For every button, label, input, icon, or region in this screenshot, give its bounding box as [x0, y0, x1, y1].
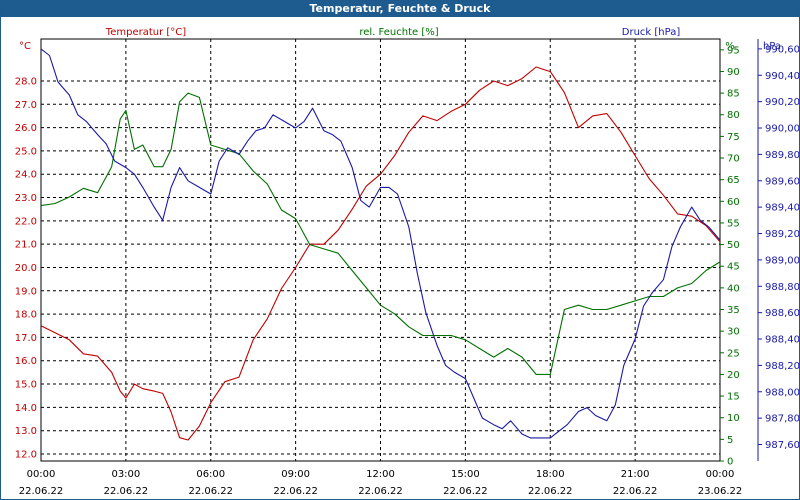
- pressure-tick-label: 988,00: [765, 387, 799, 398]
- x-tick-label-date: 22.06.22: [613, 486, 658, 497]
- pressure-tick-label: 990,00: [765, 124, 799, 135]
- temperature-series-label: Temperatur [°C]: [105, 27, 186, 38]
- x-tick-label-date: 22.06.22: [358, 486, 403, 497]
- x-tick-label-time: 06:00: [196, 469, 225, 480]
- pressure-tick-label: 987,60: [765, 440, 799, 451]
- temperature-tick-label: 16.0: [15, 356, 37, 367]
- humidity-series-line: [40, 92, 721, 375]
- humidity-tick-label: 10: [727, 413, 740, 424]
- humidity-tick-label: 50: [727, 240, 740, 251]
- temperature-tick-label: 19.0: [15, 286, 37, 297]
- humidity-tick-label: 80: [727, 110, 740, 121]
- pressure-tick-label: 987,80: [765, 414, 799, 425]
- humidity-series-label: rel. Feuchte [%]: [359, 27, 438, 38]
- temperature-tick-label: 22.0: [15, 216, 37, 227]
- x-tick-label-time: 18:00: [536, 469, 565, 480]
- humidity-tick-label: 65: [727, 175, 740, 186]
- temperature-tick-label: 21.0: [15, 240, 37, 251]
- humidity-tick-label: 30: [727, 327, 740, 338]
- x-tick-label-time: 09:00: [281, 469, 310, 480]
- temperature-tick-label: 18.0: [15, 310, 37, 321]
- x-tick-label-time: 21:00: [621, 469, 650, 480]
- x-tick-label-time: 00:00: [706, 469, 735, 480]
- temperature-tick-label: 26.0: [15, 123, 37, 134]
- pressure-tick-label: 989,60: [765, 176, 799, 187]
- chart-title: Temperatur, Feuchte & Druck: [1, 1, 799, 17]
- temperature-tick-label: 24.0: [15, 170, 37, 181]
- pressure-unit-label: hPa: [763, 41, 781, 52]
- humidity-tick-label: 90: [727, 67, 740, 78]
- temperature-tick-label: 20.0: [15, 263, 37, 274]
- humidity-tick-label: 95: [727, 45, 740, 56]
- pressure-tick-label: 988,60: [765, 308, 799, 319]
- temperature-tick-label: 17.0: [15, 333, 37, 344]
- humidity-tick-label: 15: [727, 392, 740, 403]
- humidity-tick-label: 5: [727, 435, 733, 446]
- humidity-tick-label: 45: [727, 262, 740, 273]
- x-tick-label-date: 22.06.22: [104, 486, 149, 497]
- humidity-tick-label: 0: [727, 457, 733, 468]
- pressure-tick-label: 988,20: [765, 361, 799, 372]
- pressure-tick-label: 989,80: [765, 150, 799, 161]
- pressure-series-line: [40, 48, 721, 439]
- pressure-tick-label: 989,20: [765, 229, 799, 240]
- pressure-tick-label: 990,60: [765, 44, 799, 55]
- temperature-tick-label: 14.0: [15, 403, 37, 414]
- pressure-tick-label: 989,40: [765, 203, 799, 214]
- x-tick-label-date: 22.06.22: [273, 486, 318, 497]
- pressure-tick-label: 990,40: [765, 71, 799, 82]
- humidity-unit-label: %: [725, 41, 735, 52]
- temperature-tick-label: 23.0: [15, 193, 37, 204]
- pressure-series-label: Druck [hPa]: [622, 27, 681, 38]
- temperature-tick-label: 28.0: [15, 76, 37, 87]
- x-tick-label-date: 22.06.22: [528, 486, 573, 497]
- x-tick-label-time: 12:00: [366, 469, 395, 480]
- humidity-tick-label: 85: [727, 89, 740, 100]
- x-tick-label-date: 23.06.22: [698, 486, 743, 497]
- x-tick-label-time: 15:00: [451, 469, 480, 480]
- humidity-tick-label: 55: [727, 218, 740, 229]
- humidity-tick-label: 75: [727, 132, 740, 143]
- x-tick-label-date: 22.06.22: [19, 486, 64, 497]
- pressure-tick-label: 989,00: [765, 255, 799, 266]
- temperature-tick-label: 13.0: [15, 426, 37, 437]
- temperature-tick-label: 15.0: [15, 380, 37, 391]
- temperature-unit-label: °C: [19, 41, 31, 52]
- x-tick-label-date: 22.06.22: [188, 486, 233, 497]
- pressure-tick-label: 988,80: [765, 282, 799, 293]
- humidity-tick-label: 35: [727, 305, 740, 316]
- humidity-tick-label: 20: [727, 370, 740, 381]
- pressure-tick-label: 990,20: [765, 97, 799, 108]
- pressure-tick-label: 988,40: [765, 335, 799, 346]
- temperature-tick-label: 12.0: [15, 450, 37, 461]
- temperature-series-line: [40, 66, 721, 441]
- humidity-tick-label: 60: [727, 197, 740, 208]
- x-tick-label-time: 03:00: [111, 469, 140, 480]
- humidity-tick-label: 40: [727, 283, 740, 294]
- x-tick-label-time: 00:00: [27, 469, 56, 480]
- x-tick-label-date: 22.06.22: [443, 486, 488, 497]
- temperature-tick-label: 27.0: [15, 100, 37, 111]
- humidity-tick-label: 70: [727, 154, 740, 165]
- temperature-tick-label: 25.0: [15, 146, 37, 157]
- humidity-tick-label: 25: [727, 348, 740, 359]
